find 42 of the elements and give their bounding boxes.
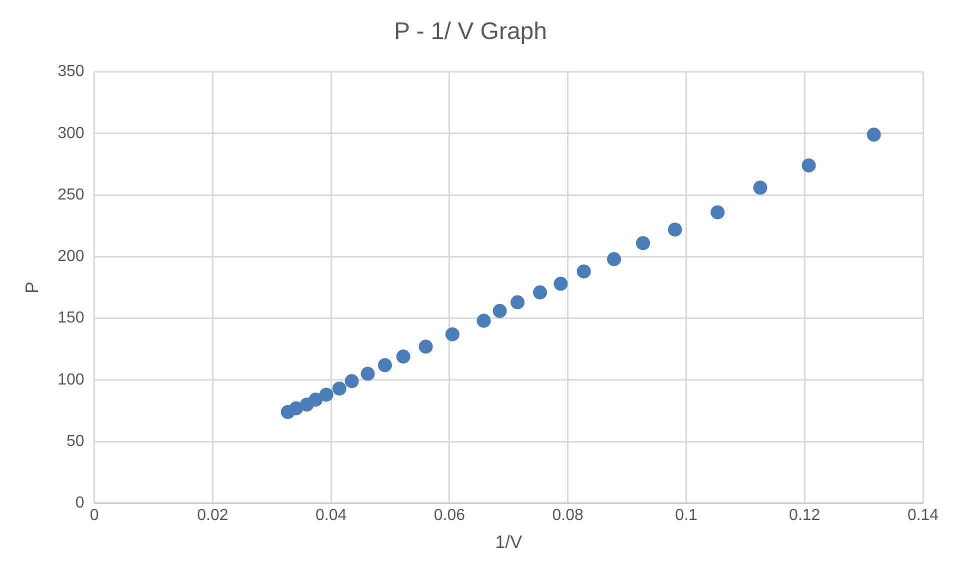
y-tick-label: 0 — [75, 494, 84, 512]
point — [445, 327, 460, 342]
x-tick-label: 0 — [90, 507, 99, 524]
point — [636, 236, 650, 250]
point — [668, 222, 682, 237]
x-tick-label: 0.14 — [907, 507, 939, 524]
x-tick-label: 0.12 — [789, 507, 820, 524]
point — [533, 285, 548, 300]
point — [319, 388, 334, 402]
y-tick-label: 350 — [58, 63, 84, 80]
point — [378, 358, 392, 372]
point — [510, 295, 525, 310]
y-tick-label: 100 — [58, 371, 84, 388]
point — [308, 392, 323, 407]
point — [396, 350, 410, 364]
point — [360, 366, 375, 381]
point — [607, 252, 622, 266]
point — [344, 374, 359, 388]
point — [753, 180, 768, 195]
x-tick-label: 0.08 — [552, 507, 584, 524]
point — [554, 276, 568, 291]
point — [576, 264, 591, 278]
point — [492, 304, 507, 318]
x-axis-title: 1/V — [495, 532, 522, 552]
point — [802, 158, 816, 172]
y-tick-label: 50 — [66, 432, 84, 450]
point — [710, 205, 725, 220]
chart-title: P - 1/ V Graph — [394, 18, 547, 46]
y-tick-label: 300 — [58, 124, 84, 142]
y-axis-title: P — [22, 281, 42, 294]
y-tick-label: 250 — [58, 186, 84, 204]
x-tick-label: 0.1 — [675, 507, 698, 524]
point — [289, 401, 304, 416]
point — [866, 128, 881, 142]
x-tick-label: 0.02 — [197, 507, 228, 524]
x-tick-label: 0.04 — [316, 507, 347, 524]
point — [418, 340, 433, 354]
y-tick-label: 150 — [58, 310, 84, 327]
point — [332, 382, 346, 396]
x-tick-label: 0.06 — [434, 507, 466, 524]
point — [476, 314, 491, 328]
y-tick-label: 200 — [58, 248, 84, 266]
